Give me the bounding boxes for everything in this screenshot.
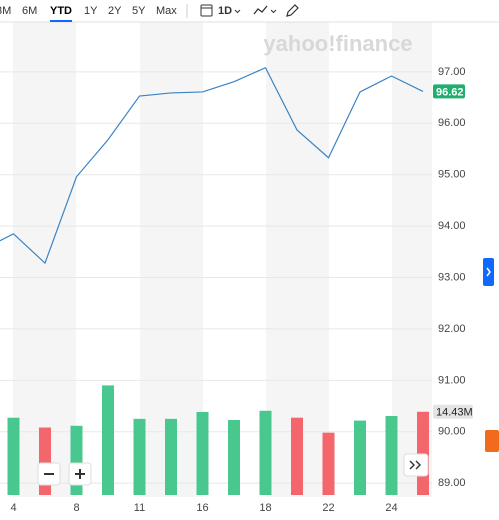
range-button[interactable]: Max [156, 5, 177, 17]
y-tick-label: 91.00 [438, 374, 466, 386]
y-tick-label: 90.00 [438, 426, 466, 438]
grid [0, 71, 432, 484]
axes: 89.00 90.00 91.00 92.00 93.00 94.00 95.00 96.00… [10, 66, 473, 514]
volume-bar [322, 432, 335, 495]
watermark: yahoo!finance [263, 31, 412, 56]
interval-button[interactable]: 1D [218, 5, 232, 17]
volume-bar [133, 418, 146, 495]
x-tick-label: 18 [259, 502, 271, 514]
range-button[interactable]: YTD [50, 5, 72, 17]
price-line [0, 66, 424, 265]
volume-bar [417, 411, 429, 495]
volume-bar [7, 417, 20, 495]
chevron [234, 9, 241, 14]
toolbar: 3M 6M YTD 1Y 2Y 5Y Max [0, 5, 177, 17]
range-button[interactable]: 6M [22, 5, 37, 17]
chart-type-icon[interactable] [253, 5, 268, 15]
x-tick-label: 16 [196, 502, 208, 514]
x-tick-label: 24 [385, 502, 397, 514]
y-tick-label: 96.00 [438, 117, 466, 129]
volume-bar [102, 385, 114, 495]
calendar-icon[interactable] [200, 4, 213, 17]
scroll-right-button[interactable] [403, 453, 429, 477]
x-tick-label: 4 [10, 502, 16, 514]
x-tick-label: 8 [73, 502, 79, 514]
volume-bar [165, 418, 177, 495]
chevron [270, 9, 277, 14]
price-line-group [0, 66, 424, 265]
volume-bar [354, 420, 366, 495]
last-price-label: 96.62 [436, 86, 464, 98]
range-button[interactable]: 1Y [84, 5, 98, 17]
double-arrow [409, 460, 421, 470]
draw-icon[interactable] [286, 4, 299, 17]
volume-bar [196, 411, 209, 495]
last-price-tag [433, 84, 465, 99]
volume-bar [259, 410, 272, 495]
y-tick-label: 93.00 [438, 271, 466, 283]
volume-bar [228, 420, 240, 495]
x-tick-label: 22 [322, 502, 334, 514]
volume-bar [385, 415, 398, 495]
y-tick-label: 94.00 [438, 220, 466, 232]
range-button[interactable]: 3M [0, 5, 11, 17]
range-button[interactable]: 2Y [108, 5, 122, 17]
range-button[interactable]: 5Y [132, 5, 146, 17]
band [140, 22, 203, 497]
side-tab-arrow [486, 267, 491, 277]
y-tick-label: 95.00 [438, 169, 466, 181]
y-tick-label: 89.00 [438, 477, 466, 489]
week-bands [13, 22, 432, 497]
y-tick-label: 97.00 [438, 66, 466, 78]
side-tab[interactable] [483, 258, 494, 286]
volume-tag-label: 14.43M [436, 407, 473, 419]
volume-bar [291, 417, 303, 495]
volume-tag [433, 404, 473, 419]
x-tick-label: 11 [134, 502, 145, 514]
y-tick-label: 92.00 [438, 323, 466, 335]
band [13, 22, 76, 497]
corner-badge [485, 430, 499, 452]
plus-icon [75, 469, 85, 479]
